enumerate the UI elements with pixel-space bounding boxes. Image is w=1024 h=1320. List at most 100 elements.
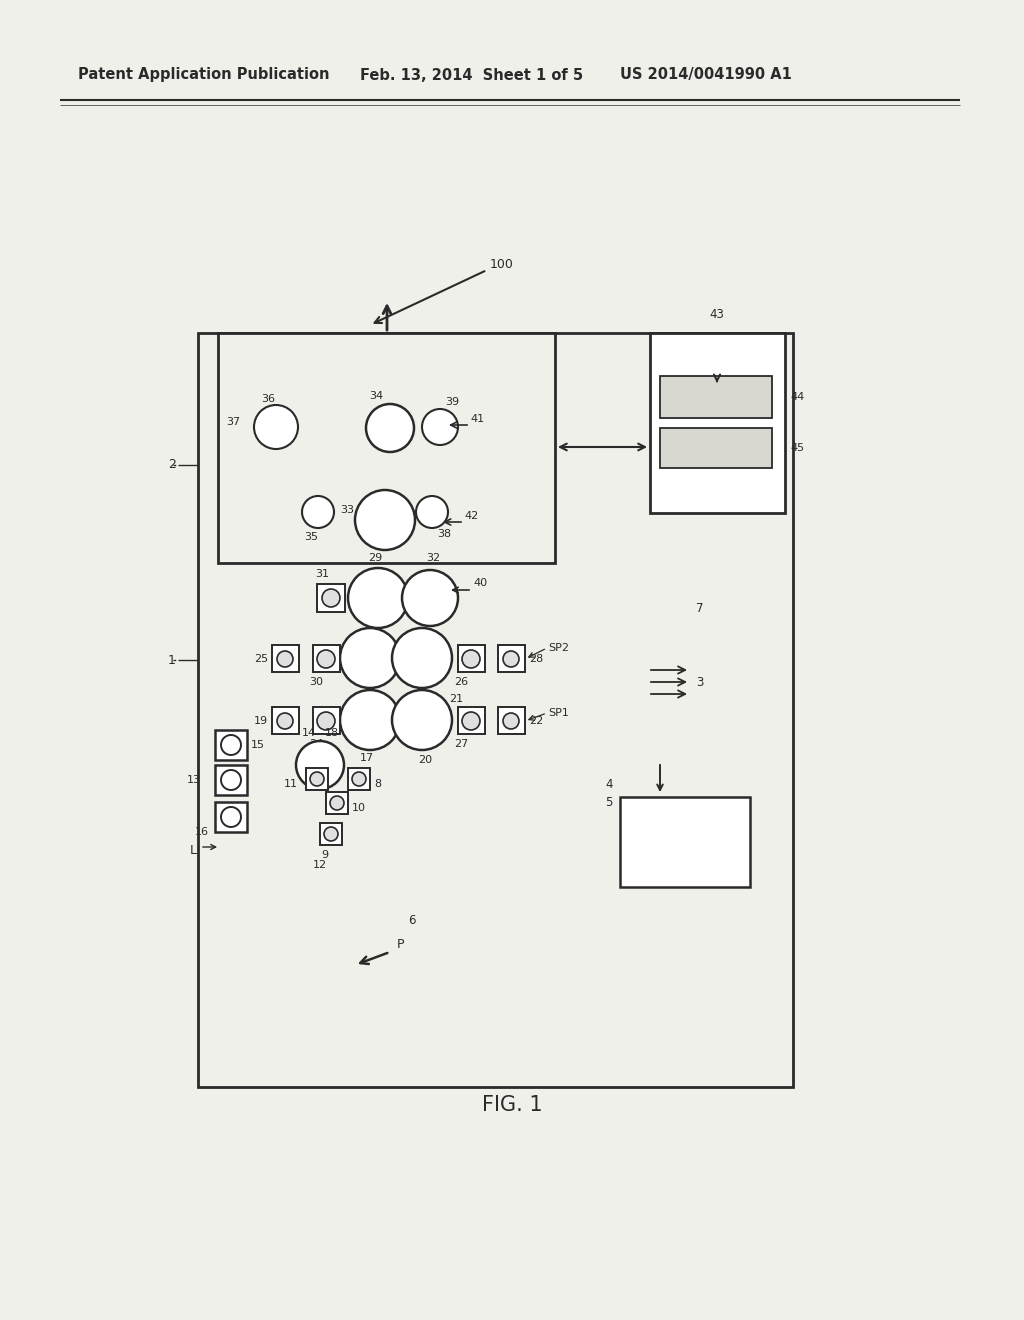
- Text: 34: 34: [369, 391, 383, 401]
- Bar: [215, 766, 247, 795]
- Circle shape: [254, 405, 298, 449]
- Circle shape: [330, 796, 344, 810]
- Text: L: L: [190, 843, 197, 857]
- Bar: [218, 333, 555, 564]
- Circle shape: [221, 807, 241, 828]
- Bar: [272, 708, 299, 734]
- Text: 5: 5: [605, 796, 613, 808]
- Circle shape: [462, 711, 480, 730]
- Text: 31: 31: [315, 569, 329, 579]
- Text: SP2: SP2: [548, 643, 569, 653]
- Bar: [660, 428, 772, 469]
- Bar: [650, 333, 785, 513]
- Text: 45: 45: [790, 444, 804, 453]
- Bar: [215, 803, 247, 832]
- Text: 40: 40: [473, 578, 487, 587]
- Circle shape: [310, 772, 324, 785]
- Bar: [458, 645, 485, 672]
- Text: 17: 17: [360, 752, 374, 763]
- Text: 6: 6: [409, 913, 416, 927]
- Bar: [272, 645, 299, 672]
- Circle shape: [462, 649, 480, 668]
- Text: 27: 27: [454, 739, 468, 748]
- Text: 3: 3: [696, 676, 703, 689]
- Circle shape: [221, 770, 241, 789]
- Circle shape: [302, 496, 334, 528]
- Text: 37: 37: [226, 417, 240, 426]
- Text: US 2014/0041990 A1: US 2014/0041990 A1: [620, 67, 792, 82]
- Text: 24: 24: [309, 739, 324, 748]
- Text: 41: 41: [470, 414, 484, 424]
- Text: 29: 29: [368, 553, 382, 564]
- Bar: [348, 768, 370, 789]
- Circle shape: [322, 589, 340, 607]
- Bar: [498, 645, 525, 672]
- Circle shape: [352, 772, 366, 785]
- Circle shape: [278, 713, 293, 729]
- Text: 36: 36: [261, 393, 275, 404]
- Bar: [313, 645, 340, 672]
- Text: 38: 38: [437, 529, 452, 539]
- Text: 11: 11: [284, 779, 298, 789]
- Text: 26: 26: [454, 677, 468, 686]
- Text: 28: 28: [529, 653, 544, 664]
- Text: 4: 4: [605, 779, 613, 792]
- Bar: [326, 792, 348, 814]
- Text: FIG. 1: FIG. 1: [481, 1096, 543, 1115]
- Circle shape: [355, 490, 415, 550]
- Bar: [313, 708, 340, 734]
- Circle shape: [348, 568, 408, 628]
- Bar: [620, 797, 750, 887]
- Text: 25: 25: [254, 653, 268, 664]
- Bar: [660, 376, 772, 418]
- Circle shape: [422, 409, 458, 445]
- Circle shape: [221, 735, 241, 755]
- Circle shape: [402, 570, 458, 626]
- Text: 12: 12: [313, 861, 327, 870]
- Text: 101: 101: [415, 693, 435, 704]
- Text: 18: 18: [325, 729, 339, 738]
- Circle shape: [340, 628, 400, 688]
- Bar: [306, 768, 328, 789]
- Text: 44: 44: [790, 392, 804, 403]
- Bar: [215, 730, 247, 760]
- Circle shape: [324, 828, 338, 841]
- Circle shape: [503, 713, 519, 729]
- Text: 33: 33: [340, 506, 354, 515]
- Bar: [317, 583, 345, 612]
- Text: 1: 1: [168, 653, 176, 667]
- Text: 21: 21: [449, 694, 463, 704]
- Circle shape: [340, 690, 400, 750]
- Circle shape: [392, 690, 452, 750]
- Text: SP1: SP1: [548, 708, 569, 718]
- Text: 2: 2: [168, 458, 176, 471]
- Circle shape: [296, 741, 344, 789]
- Circle shape: [317, 649, 335, 668]
- Bar: [319, 822, 342, 845]
- Circle shape: [503, 651, 519, 667]
- Text: 9: 9: [322, 850, 329, 861]
- Text: 39: 39: [445, 397, 459, 407]
- Text: Patent Application Publication: Patent Application Publication: [78, 67, 330, 82]
- Text: 43: 43: [710, 309, 724, 322]
- Text: 14: 14: [302, 729, 316, 738]
- Text: 13: 13: [187, 775, 201, 785]
- Text: 16: 16: [195, 828, 209, 837]
- Text: 8: 8: [374, 779, 381, 789]
- Text: Feb. 13, 2014  Sheet 1 of 5: Feb. 13, 2014 Sheet 1 of 5: [360, 67, 583, 82]
- Text: 35: 35: [304, 532, 318, 543]
- Text: 23: 23: [360, 690, 374, 701]
- Text: 19: 19: [254, 715, 268, 726]
- Text: 10: 10: [352, 803, 366, 813]
- Circle shape: [317, 711, 335, 730]
- Text: 22: 22: [529, 715, 544, 726]
- Text: 32: 32: [426, 553, 440, 564]
- Bar: [458, 708, 485, 734]
- Text: 15: 15: [251, 741, 265, 750]
- Circle shape: [416, 496, 449, 528]
- Circle shape: [278, 651, 293, 667]
- Text: 100: 100: [490, 259, 514, 272]
- Text: 20: 20: [418, 755, 432, 766]
- Bar: [198, 333, 793, 1086]
- Circle shape: [392, 628, 452, 688]
